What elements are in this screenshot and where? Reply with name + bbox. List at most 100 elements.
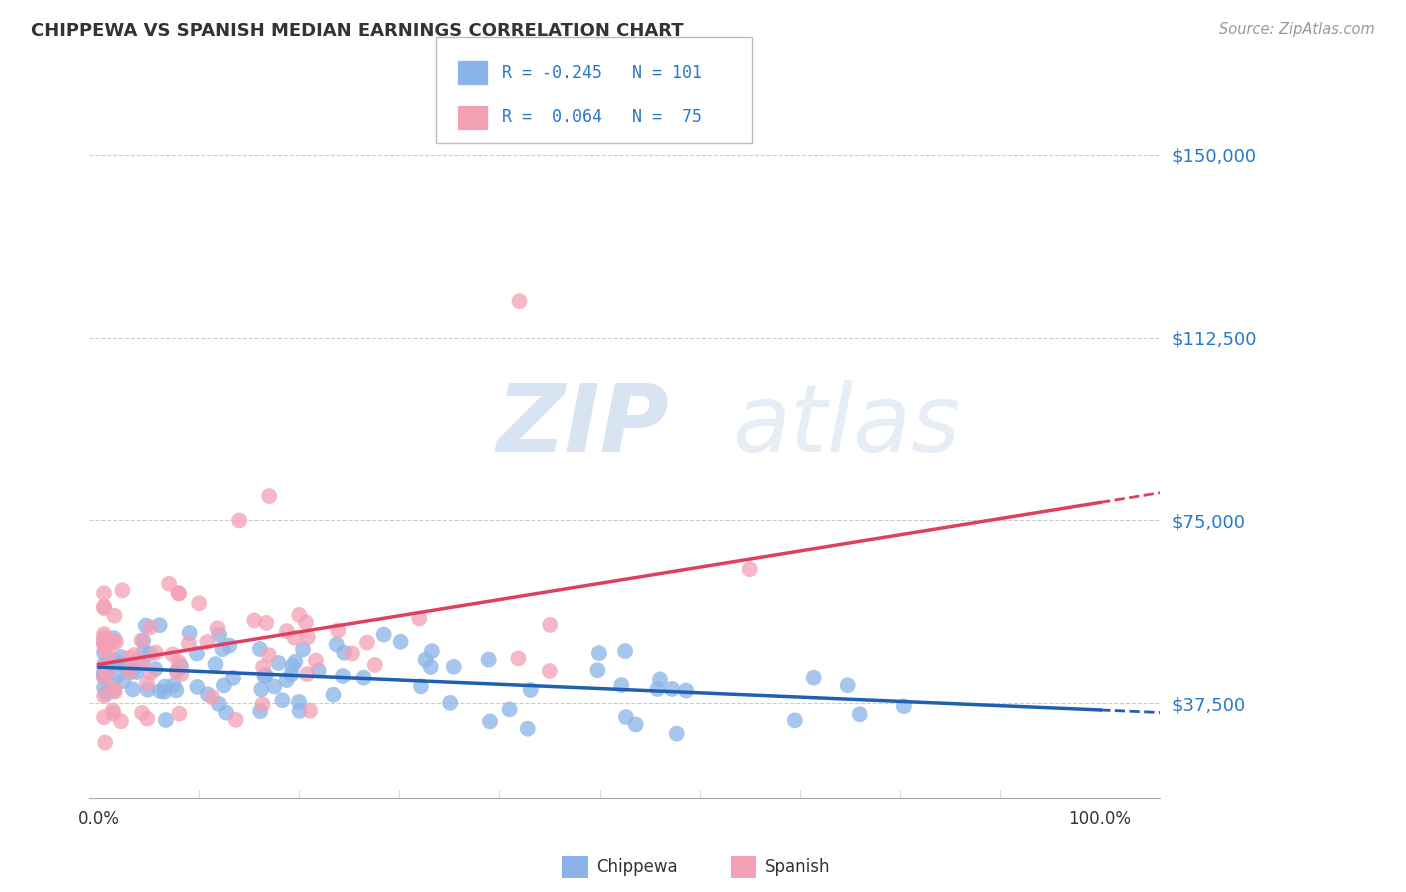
Point [215,706,238,720]
Point [122,682,145,697]
Point [188,596,211,610]
Point [252,660,274,674]
Point [108,657,131,671]
Point [538,618,561,632]
Point [325,637,347,651]
Point [115,660,138,674]
Point [308,664,330,678]
Point [169,706,191,721]
Point [297,667,319,681]
Point [136,676,159,690]
Point [179,626,201,640]
Point [263,680,285,694]
Point [249,642,271,657]
Point [197,687,219,701]
Point [94,735,117,749]
Point [118,665,141,679]
Point [281,658,304,673]
Text: Chippewa: Chippewa [596,858,678,876]
Point [288,607,311,622]
Point [145,646,167,660]
Point [103,706,125,721]
Point [271,693,294,707]
Point [112,673,135,688]
Point [364,657,387,672]
Point [96,687,118,701]
Point [167,655,190,669]
Point [228,513,250,527]
Point [284,631,307,645]
Point [170,659,193,673]
Point [614,644,637,658]
Point [143,662,166,676]
Point [121,663,143,677]
Point [586,663,609,677]
Point [508,294,530,309]
Point [783,714,806,728]
Point [648,673,671,687]
Point [837,678,859,692]
Point [93,627,115,641]
Point [276,624,298,639]
Point [96,665,118,679]
Point [132,645,155,659]
Point [93,641,115,656]
Point [254,668,277,682]
Point [125,665,148,679]
Point [893,699,915,714]
Point [250,682,273,697]
Point [93,599,115,614]
Point [101,703,124,717]
Point [276,673,298,687]
Point [207,621,229,635]
Point [153,680,176,694]
Point [284,655,307,669]
Point [93,657,115,672]
Point [415,653,437,667]
Text: CHIPPEWA VS SPANISH MEDIAN EARNINGS CORRELATION CHART: CHIPPEWA VS SPANISH MEDIAN EARNINGS CORR… [31,22,683,40]
Point [201,690,224,705]
Point [103,608,125,623]
Point [478,714,501,729]
Point [177,636,200,650]
Point [155,713,177,727]
Point [167,586,190,600]
Point [614,710,637,724]
Point [97,657,120,672]
Point [322,688,344,702]
Point [222,671,245,685]
Point [105,635,128,649]
Point [96,666,118,681]
Point [93,665,115,679]
Point [118,651,141,665]
Point [419,660,441,674]
Point [93,689,115,703]
Text: R =  0.064   N =  75: R = 0.064 N = 75 [502,108,702,126]
Point [243,614,266,628]
Point [93,637,115,651]
Point [103,681,125,696]
Text: ZIP: ZIP [496,380,669,472]
Point [195,635,218,649]
Text: atlas: atlas [731,380,960,471]
Point [111,583,134,598]
Point [288,695,311,709]
Point [149,618,172,632]
Point [107,667,129,681]
Point [131,706,153,720]
Point [803,671,825,685]
Point [333,646,356,660]
Point [162,648,184,662]
Point [249,704,271,718]
Point [478,652,501,666]
Point [420,644,443,658]
Point [166,665,188,679]
Point [647,681,669,696]
Point [738,562,761,576]
Point [675,683,697,698]
Point [103,653,125,667]
Point [136,712,159,726]
Point [212,678,235,692]
Point [292,642,315,657]
Point [136,682,159,697]
